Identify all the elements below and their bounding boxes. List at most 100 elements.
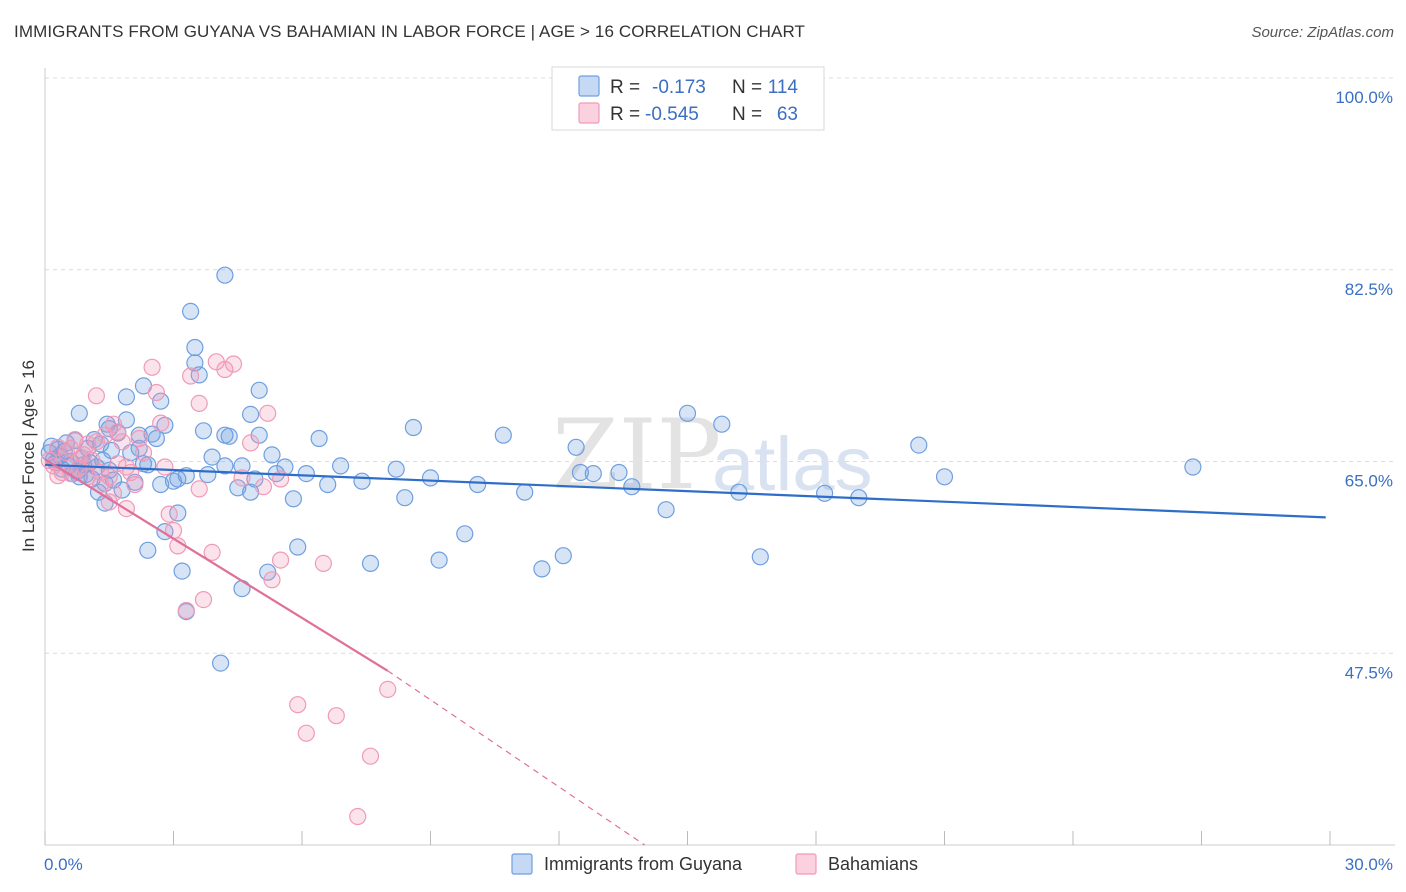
- guyana-point-97: [494, 426, 512, 444]
- bottom-legend: Immigrants from Guyana Bahamians: [511, 853, 918, 875]
- bahamians-point-33: [143, 358, 161, 376]
- bahamians-point-37: [160, 505, 178, 523]
- legend-r-value-bahamians: -0.545: [645, 104, 699, 125]
- bahamians-point-10: [83, 451, 101, 469]
- guyana-point-65: [212, 654, 230, 672]
- bahamians-point-61: [361, 747, 380, 765]
- x-tick-label-max: 30.0%: [1345, 855, 1393, 874]
- bahamians-point-25: [109, 423, 127, 441]
- y-tick-label-1: 82.5%: [1345, 280, 1393, 299]
- bahamians-point-13: [70, 450, 88, 468]
- guyana-point-55: [173, 562, 191, 580]
- guyana-point-99: [533, 560, 551, 578]
- legend-swatch-guyana: [578, 75, 600, 97]
- bahamians-point-42: [190, 394, 208, 412]
- guyana-point-60: [186, 338, 204, 357]
- bahamians-point-47: [216, 360, 234, 379]
- y-axis-label: In Labor Force | Age > 16: [19, 360, 38, 552]
- bottom-legend-swatch-bahamians: [795, 853, 817, 875]
- source-label: Source: ZipAtlas.com: [1251, 24, 1394, 41]
- bahamians-point-45: [203, 543, 221, 562]
- legend-n-label-bahamians: N =: [732, 104, 762, 125]
- guyana-point-58: [182, 302, 200, 320]
- bahamians-point-51: [254, 478, 272, 496]
- guyana-point-105: [623, 478, 641, 496]
- y-tick-label-3: 47.5%: [1345, 663, 1393, 682]
- guyana-point-89: [361, 554, 380, 573]
- legend: R = -0.173 N = 114 R = -0.545 N = 63: [551, 66, 825, 131]
- bahamians-point-60: [349, 807, 367, 826]
- legend-n-value-guyana: 114: [768, 77, 799, 98]
- bahamians-point-53: [259, 404, 277, 422]
- guyana-point-70: [229, 479, 247, 497]
- bahamians-point-48: [224, 355, 243, 373]
- bahamians-point-30: [126, 475, 144, 494]
- guyana-point-111: [815, 484, 834, 502]
- guyana-point-90: [387, 460, 405, 478]
- bahamians-point-15: [87, 433, 106, 451]
- guyana-point-69: [220, 427, 238, 445]
- bahamians-point-55: [272, 551, 290, 569]
- guyana-point-83: [289, 538, 307, 556]
- guyana-point-85: [310, 429, 328, 448]
- guyana-point-94: [430, 551, 448, 569]
- bottom-legend-label-guyana: Immigrants from Guyana: [544, 854, 743, 874]
- bahamians-point-16: [92, 463, 110, 482]
- bahamians-point-31: [130, 429, 148, 448]
- x-tick-labels: 0.0% 30.0%: [44, 855, 1393, 874]
- guyana-point-79: [263, 446, 281, 464]
- legend-r-label-bahamians: R =: [610, 104, 640, 125]
- legend-n-label-guyana: N =: [732, 77, 762, 98]
- legend-r-label-guyana: R =: [610, 77, 640, 98]
- guyana-point-115: [1184, 458, 1202, 476]
- guyana-point-113: [910, 436, 928, 454]
- bahamians-point-59: [327, 707, 345, 725]
- guyana-point-86: [319, 475, 337, 494]
- axes: [44, 68, 1395, 846]
- guyana-point-41: [117, 388, 136, 406]
- y-tick-label-0: 100.0%: [1335, 88, 1393, 107]
- guyana-point-91: [396, 489, 414, 507]
- bahamians-point-32: [134, 444, 153, 462]
- bahamians-point-50: [242, 434, 260, 452]
- x-tick-label-min: 0.0%: [44, 855, 83, 874]
- guyana-point-73: [242, 405, 260, 423]
- trend-lines: [44, 458, 1326, 846]
- guyana-point-74: [242, 483, 260, 501]
- bahamians-point-62: [379, 680, 397, 699]
- bahamians-point-23: [87, 387, 106, 405]
- guyana-point-76: [250, 381, 268, 399]
- bahamians-point-56: [289, 696, 307, 714]
- guyana-point-106: [657, 501, 675, 519]
- bottom-legend-label-bahamians: Bahamians: [828, 854, 918, 874]
- guyana-point-107: [678, 404, 697, 422]
- bahamians-point-35: [152, 414, 170, 432]
- guyana-point-32: [113, 481, 131, 499]
- bahamians-trend-line: [44, 458, 389, 672]
- guyana-trend-line: [44, 463, 1326, 519]
- guyana-point-45: [152, 475, 170, 494]
- guyana-point-95: [456, 525, 474, 543]
- guyana-point-96: [469, 475, 487, 494]
- guyana-point-87: [332, 457, 350, 475]
- bahamians-point-41: [182, 367, 200, 385]
- bahamians-point-27: [100, 493, 118, 511]
- bahamians-point-43: [190, 480, 208, 498]
- guyana-point-63: [203, 448, 221, 466]
- guyana-point-88: [353, 472, 371, 490]
- bahamians-point-44: [194, 590, 213, 609]
- guyana-point-102: [571, 463, 590, 482]
- guyana-point-82: [284, 490, 302, 508]
- chart-title: IMMIGRANTS FROM GUYANA VS BAHAMIAN IN LA…: [14, 22, 806, 41]
- guyana-point-101: [567, 438, 585, 456]
- y-tick-label-2: 65.0%: [1345, 472, 1393, 491]
- data-points: [40, 266, 1202, 826]
- guyana-point-61: [190, 366, 208, 384]
- legend-n-value-bahamians: 63: [777, 104, 798, 125]
- guyana-point-62: [194, 422, 213, 440]
- guyana-point-110: [751, 548, 769, 566]
- legend-r-value-guyana: -0.173: [652, 77, 706, 98]
- bahamians-point-36: [156, 458, 174, 476]
- bahamians-point-57: [297, 724, 315, 742]
